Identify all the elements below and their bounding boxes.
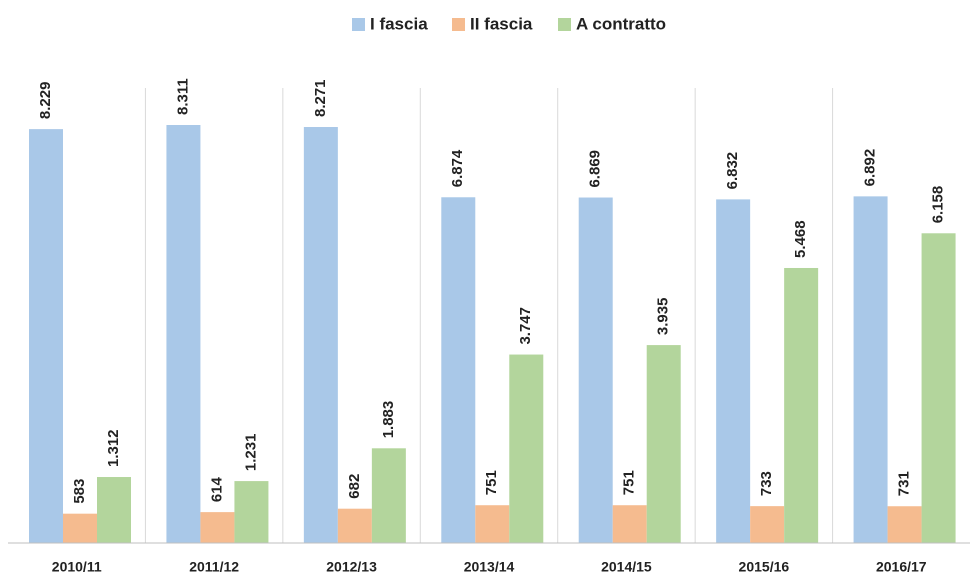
data-label: 3.747 <box>517 307 534 345</box>
data-label: 8.271 <box>312 79 329 117</box>
data-label: 751 <box>621 470 638 495</box>
x-tick-label: 2012/13 <box>326 559 377 575</box>
bar <box>63 513 97 543</box>
legend-swatch <box>558 18 571 31</box>
data-label: 1.231 <box>242 434 259 472</box>
bar <box>887 506 922 543</box>
bar <box>29 129 63 543</box>
x-tick-label: 2015/16 <box>739 559 790 575</box>
data-label: 6.869 <box>587 150 604 188</box>
bar <box>578 197 613 543</box>
x-tick-label: 2016/17 <box>876 559 927 575</box>
bar <box>441 197 476 543</box>
data-label: 614 <box>208 476 225 502</box>
bar <box>97 477 131 543</box>
bar <box>716 199 751 544</box>
bar <box>646 345 681 543</box>
data-label: 1.883 <box>380 401 397 439</box>
data-label: 5.468 <box>792 220 809 258</box>
x-tick-label: 2010/11 <box>52 559 102 575</box>
legend-swatch <box>352 18 365 31</box>
data-label: 751 <box>483 470 500 495</box>
data-label: 682 <box>346 474 363 499</box>
data-label: 731 <box>896 471 913 496</box>
x-tick-label: 2014/15 <box>601 559 652 575</box>
data-label: 6.892 <box>862 149 879 187</box>
data-label: 583 <box>71 479 88 504</box>
bar <box>784 267 819 543</box>
data-label: 6.874 <box>449 149 466 187</box>
x-tick-label: 2011/12 <box>189 559 239 575</box>
data-label: 1.312 <box>105 429 122 467</box>
data-label: 3.935 <box>655 298 672 336</box>
legend-label: II fascia <box>470 14 533 33</box>
x-tick-label: 2013/14 <box>464 559 515 575</box>
data-label: 8.229 <box>37 82 54 120</box>
legend-label: I fascia <box>370 14 428 33</box>
data-label: 8.311 <box>174 78 191 115</box>
bar <box>303 127 338 544</box>
bar <box>234 481 269 543</box>
bar <box>200 512 235 543</box>
data-label: 6.832 <box>724 152 741 190</box>
data-label: 6.158 <box>930 186 947 224</box>
bar <box>337 508 372 543</box>
bar <box>921 233 956 544</box>
bar <box>371 448 406 543</box>
bar <box>612 505 647 543</box>
data-label: 733 <box>758 471 775 496</box>
bar <box>853 196 888 544</box>
legend-swatch <box>452 18 465 31</box>
bar <box>475 505 510 543</box>
bar <box>750 506 785 543</box>
bar <box>509 354 544 543</box>
bar <box>166 125 201 543</box>
legend-label: A contratto <box>576 14 666 33</box>
